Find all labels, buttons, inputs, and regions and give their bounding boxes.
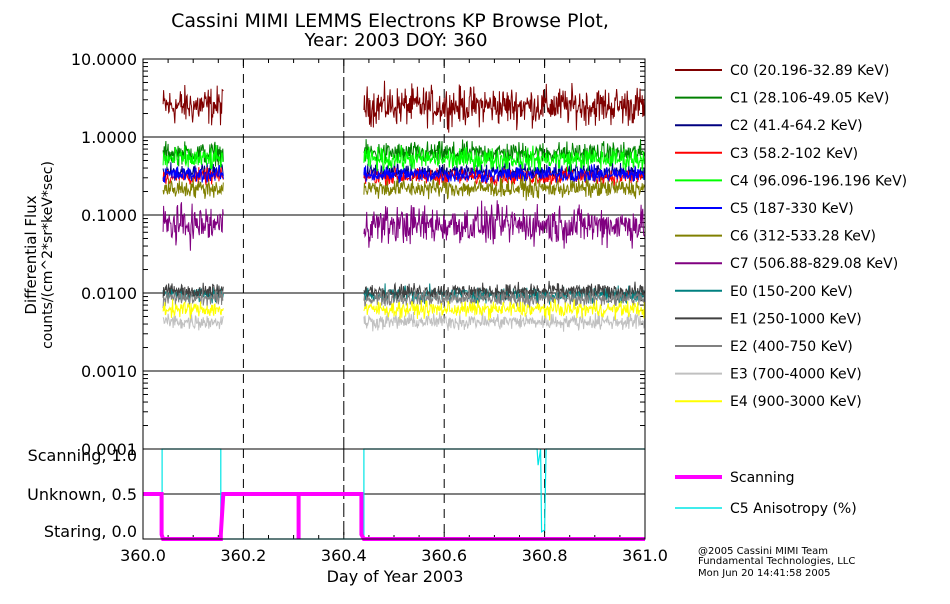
footer-line2: Fundamental Technologies, LLC	[698, 556, 855, 567]
legend-entry-label: C6 (312-533.28 KeV)	[730, 229, 876, 245]
flux-series-line	[363, 175, 646, 201]
flux-series-line	[162, 178, 224, 199]
flux-series-line	[162, 144, 224, 170]
x-axis-label: Day of Year 2003	[327, 567, 464, 586]
legend-entry-label: E3 (700-4000 KeV)	[730, 367, 862, 383]
flux-series-line	[363, 145, 646, 173]
flux-y-tick-label: 0.0100	[81, 284, 137, 303]
legend-entry-label: E0 (150-200 KeV)	[730, 284, 853, 300]
legend-entry-label: C5 (187-330 KeV)	[730, 201, 854, 217]
flux-series-line	[363, 200, 646, 249]
x-tick-label: 360.8	[522, 546, 568, 565]
scanning-series-line	[143, 492, 645, 541]
y-axis-label-line2: counts/(cm^2*sr*keV*sec)	[40, 161, 56, 349]
legend-entry-label: C5 Anisotropy (%)	[730, 501, 857, 517]
legend-entry-label: E1 (250-1000 KeV)	[730, 311, 862, 327]
footer-line3: Mon Jun 20 14:41:58 2005	[698, 568, 831, 579]
flux-series-line	[162, 162, 224, 182]
legend-entry-label: E4 (900-3000 KeV)	[730, 394, 862, 410]
flux-y-tick-label: 0.1000	[81, 206, 137, 225]
legend-entry-label: C7 (506.88-829.08 KeV)	[730, 256, 898, 272]
legend-entry-label: Scanning	[730, 470, 795, 486]
x-tick-label: 360.4	[321, 546, 367, 565]
chart-title-line1: Cassini MIMI LEMMS Electrons KP Browse P…	[171, 10, 609, 32]
flux-series-line	[363, 288, 646, 310]
mode-panel-frame	[142, 448, 646, 540]
mode-y-tick-label: Scanning, 1.0	[28, 446, 137, 465]
flux-series-line	[363, 298, 646, 321]
mode-y-tick-label: Staring, 0.0	[44, 522, 137, 541]
flux-panel: 10.0000 1.0000 0.1000 0.0100 0.0010 0.0001	[71, 50, 646, 459]
legend-entry-label: E2 (400-750 KeV)	[730, 339, 853, 355]
x-tick-label: 361.0	[622, 546, 668, 565]
flux-series-line	[162, 202, 224, 251]
flux-series-line	[363, 280, 646, 303]
legend-entry-label: C1 (28.106-49.05 KeV)	[730, 91, 889, 107]
legend: C0 (20.196-32.89 KeV) C1 (28.106-49.05 Ke…	[675, 63, 907, 517]
legend-entry-label: C0 (20.196-32.89 KeV)	[730, 63, 889, 79]
flux-series-line	[162, 299, 224, 319]
flux-y-tick-label: 10.0000	[71, 50, 137, 69]
flux-y-tick-label: 0.0001	[81, 440, 137, 459]
legend-entry-label: C2 (41.4-64.2 KeV)	[730, 118, 863, 134]
flux-series-line	[162, 282, 224, 301]
chart-title-line2: Year: 2003 DOY: 360	[304, 30, 488, 51]
y-axis-label-line1: Differential Flux	[22, 195, 40, 314]
x-tick-label: 360.2	[220, 546, 266, 565]
mode-y-tick-label: Unknown, 0.5	[27, 485, 137, 504]
flux-series-line	[162, 313, 224, 331]
flux-series-line	[162, 84, 224, 126]
mode-panel: Scanning, 1.0 Unknown, 0.5 Staring, 0.0 360…	[27, 446, 668, 565]
flux-series-line	[162, 164, 224, 183]
flux-y-tick-label: 1.0000	[81, 128, 137, 147]
flux-series-line	[363, 164, 646, 184]
footer-line1: @2005 Cassini MIMI Team	[698, 546, 828, 557]
flux-series-line	[363, 80, 646, 133]
flux-y-tick-label: 0.0010	[81, 362, 137, 381]
x-tick-label: 360.0	[120, 546, 166, 565]
legend-entry-label: C3 (58.2-102 KeV)	[730, 146, 858, 162]
legend-entry-label: C4 (96.096-196.196 KeV)	[730, 173, 907, 189]
x-tick-label: 360.6	[421, 546, 467, 565]
